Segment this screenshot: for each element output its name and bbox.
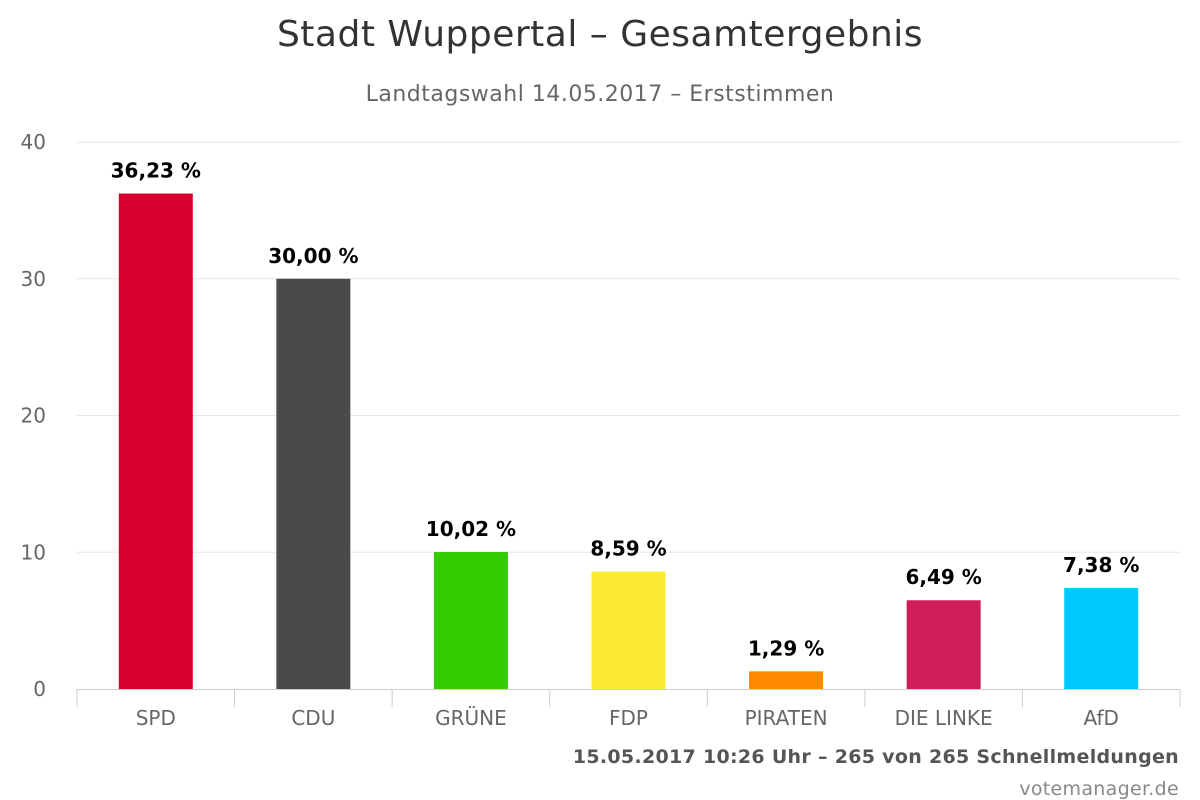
bar-spd[interactable] (118, 193, 193, 689)
chart-title: Stadt Wuppertal – Gesamtergebnis (276, 14, 924, 55)
data-label: 7,38 % (1063, 553, 1139, 577)
grid-lines (77, 141, 1180, 553)
x-tick-label: CDU (291, 706, 335, 730)
data-label: 10,02 % (426, 517, 516, 541)
data-label: 6,49 % (905, 565, 981, 589)
chart-subtitle: Landtagswahl 14.05.2017 – Erststimmen (365, 82, 835, 107)
y-tick-label: 10 (21, 540, 46, 564)
bars (118, 193, 1139, 689)
data-label: 8,59 % (590, 537, 666, 561)
bar-cdu[interactable] (276, 278, 351, 689)
x-tick-label: GRÜNE (435, 706, 507, 730)
x-axis: SPD CDU GRÜNE FDP PIRATEN DIE LINKE AfD (76, 689, 1181, 730)
x-tick-label: AfD (1084, 706, 1119, 730)
y-tick-label: 20 (21, 404, 46, 428)
credit-link[interactable]: votemanager.de (1019, 778, 1179, 800)
y-tick-label: 0 (33, 677, 46, 701)
bar-die-linke[interactable] (906, 600, 981, 689)
bar-fdp[interactable] (591, 571, 666, 689)
x-tick-label: FDP (609, 706, 648, 730)
data-label: 36,23 % (111, 159, 201, 183)
bar-grüne[interactable] (433, 551, 508, 689)
bar-piraten[interactable] (749, 671, 824, 689)
y-tick-label: 30 (21, 267, 46, 291)
bar-afd[interactable] (1064, 588, 1139, 689)
data-label: 1,29 % (748, 636, 824, 660)
status-footer: 15.05.2017 10:26 Uhr – 265 von 265 Schne… (572, 746, 1179, 768)
data-labels: 36,23 % 30,00 % 10,02 % 8,59 % 1,29 % 6,49 % 7… (111, 159, 1140, 661)
x-tick-label: DIE LINKE (895, 706, 993, 730)
y-axis-ticks: 0 10 20 30 40 (21, 130, 46, 701)
y-tick-label: 40 (21, 130, 46, 154)
data-label: 30,00 % (268, 244, 358, 268)
x-tick-label: PIRATEN (745, 706, 828, 730)
x-tick-label: SPD (136, 706, 176, 730)
